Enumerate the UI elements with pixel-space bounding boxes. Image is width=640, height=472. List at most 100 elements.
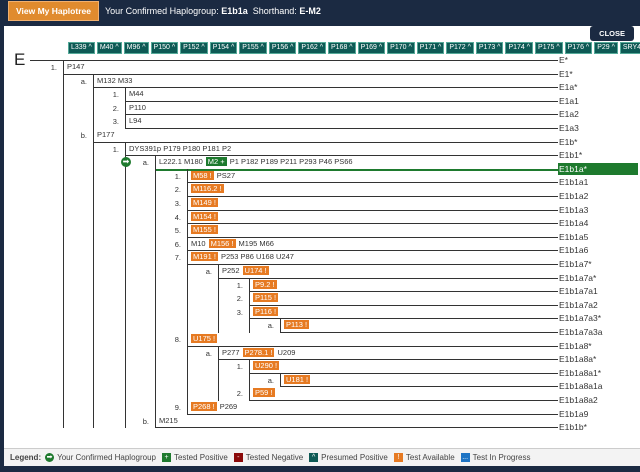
haplogroup-label[interactable]: E1b1a4 [559, 218, 589, 229]
haplogroup-label[interactable]: E1b1a8a* [559, 354, 597, 365]
haplogroup-label[interactable]: E1b1a9 [559, 408, 589, 419]
haplogroup-label[interactable]: E1b1a8* [559, 340, 592, 351]
haplogroup-label[interactable]: E1b1a7* [559, 259, 592, 269]
marker-test-available[interactable]: U175 ! [191, 334, 218, 343]
haplogroup-label[interactable]: E1b1a6 [559, 245, 589, 256]
tree-connector [187, 304, 188, 320]
marker-presumed-positive[interactable]: P170 ^ [387, 42, 415, 54]
tree-connector [63, 209, 64, 225]
haplogroup-label[interactable]: E1b1a8a1a [559, 381, 603, 392]
haplogroup-label[interactable]: E1b1a7a1 [559, 286, 598, 297]
marker-test-available[interactable]: M155 ! [191, 225, 218, 235]
haplogroup-label[interactable]: E1b1a5 [559, 231, 589, 242]
haplogroup-label[interactable]: E1b1a8a1* [559, 367, 602, 378]
tree-connector [63, 100, 64, 116]
haplogroup-label[interactable]: E1a2 [559, 109, 579, 120]
marker-presumed-positive[interactable]: P169 ^ [357, 42, 386, 54]
branch-markers: L222.1 M180 M2 + P1 P182 P189 P211 P293 P4… [159, 157, 353, 167]
marker-presumed-positive[interactable]: P156 ^ [268, 42, 297, 54]
marker-presumed-positive[interactable]: M40 ^ [96, 42, 122, 54]
haplogroup-label[interactable]: E1a1 [559, 95, 579, 106]
confirmed-haplogroup-icon: ➡ [121, 157, 131, 168]
haplogroup-label[interactable]: E1b1a1 [559, 177, 589, 188]
marker-presumed-positive[interactable]: M96 ^ [123, 42, 149, 54]
haplotree-panel[interactable]: CLOSE E L339 ^ M40 ^ M96 ^ P150 ^ P152 ^ P154… [4, 26, 640, 448]
marker-presumed-positive[interactable]: P154 ^ [209, 42, 238, 54]
haplogroup-label[interactable]: E* [559, 55, 568, 65]
haplogroup-label[interactable]: E1b* [559, 136, 578, 147]
tree-connector [93, 250, 94, 265]
marker-test-available[interactable]: U181 ! [284, 374, 311, 384]
marker-test-available[interactable]: M156 ! [208, 238, 236, 248]
marker-test-available[interactable]: P116 ! [253, 306, 279, 316]
branch-line [187, 264, 558, 265]
tree-connector [93, 304, 94, 320]
marker-presumed-positive[interactable]: P162 ^ [298, 42, 326, 54]
marker-test-available[interactable]: P59 ! [253, 388, 275, 398]
marker-presumed-positive[interactable]: P176 ^ [564, 42, 593, 54]
branch-markers: M154 ! [191, 211, 218, 221]
haplogroup-label[interactable]: E1a3 [559, 123, 579, 133]
marker-presumed-positive[interactable]: P173 ^ [475, 42, 504, 54]
view-my-haplotree-button[interactable]: View My Haplotree [8, 1, 99, 21]
haplogroup-label[interactable]: E1b1a8a2 [559, 395, 598, 405]
marker-test-available[interactable]: M116.2 ! [191, 184, 224, 194]
marker-test-available[interactable]: M154 ! [191, 211, 218, 221]
tree-connector [187, 291, 188, 306]
marker-test-available[interactable]: U290 ! [253, 361, 280, 371]
marker-presumed-positive[interactable]: L339 ^ [68, 42, 95, 54]
marker-presumed-positive[interactable]: SRY4064 ^ [619, 42, 640, 54]
marker-presumed-positive[interactable]: P175 ^ [535, 42, 563, 54]
tree-connector [155, 223, 156, 238]
haplogroup-label[interactable]: E1b1* [559, 150, 583, 161]
marker-test-available[interactable]: P9.2 ! [253, 279, 277, 289]
haplogroup-label[interactable]: E1b1a7a3* [559, 313, 602, 324]
marker-text: P269 [219, 402, 238, 411]
marker-test-available[interactable]: P268 ! [191, 402, 217, 411]
branch-line [63, 73, 558, 75]
marker-presumed-positive[interactable]: P150 ^ [150, 42, 179, 54]
marker-test-available[interactable]: M149 ! [191, 198, 218, 207]
marker-test-available[interactable]: P113 ! [284, 320, 310, 330]
haplogroup-label[interactable]: E1a* [559, 82, 578, 93]
haplogroup-label[interactable]: E1* [559, 68, 573, 79]
marker-presumed-positive[interactable]: P174 ^ [505, 42, 534, 54]
tree-connector [63, 87, 64, 102]
tree-connector [187, 372, 188, 388]
marker-text: P110 [129, 102, 146, 112]
haplogroup-label[interactable]: E1b1a2 [559, 191, 589, 201]
marker-presumed-positive[interactable]: P155 ^ [239, 42, 267, 54]
branch-markers: M10 M156 ! M195 M66 [191, 238, 274, 248]
tree-connector [187, 386, 188, 401]
tree-connector [125, 400, 126, 415]
marker-text: L94 [129, 116, 142, 126]
marker-presumed-positive[interactable]: P29 ^ [594, 42, 618, 54]
branch-number: a. [267, 375, 274, 385]
tree-connector [125, 413, 126, 429]
haplogroup-label[interactable]: E1b1a7a* [559, 272, 597, 283]
haplogroup-label[interactable]: E1b1a7a2 [559, 299, 598, 310]
marker-test-available[interactable]: U174 ! [242, 266, 269, 275]
marker-test-available[interactable]: M191 ! [191, 252, 218, 262]
haplogroup-label[interactable]: E1b1b* [559, 422, 587, 433]
marker-text: M132 M33 [97, 75, 133, 85]
branch-line [187, 345, 558, 347]
branch-markers: M132 M33 [97, 76, 132, 85]
marker-test-available[interactable]: P115 ! [253, 293, 279, 303]
tree-connector [63, 60, 64, 74]
marker-presumed-positive[interactable]: P172 ^ [446, 42, 474, 54]
haplogroup-label[interactable]: E1b1a7a3a [559, 327, 603, 337]
tree-connector [249, 372, 250, 388]
marker-presumed-positive[interactable]: P171 ^ [416, 42, 445, 54]
marker-test-available[interactable]: M58 ! [191, 170, 214, 180]
marker-text: PS27 [216, 170, 236, 180]
marker-tested-positive[interactable]: M2 + [205, 157, 227, 167]
haplogroup-label[interactable]: E1b1a* [558, 162, 638, 175]
tree-connector [63, 318, 64, 333]
haplogroup-label[interactable]: E1b1a3 [559, 204, 589, 215]
marker-presumed-positive[interactable]: P168 ^ [328, 42, 356, 54]
close-button[interactable]: CLOSE [590, 26, 634, 41]
marker-presumed-positive[interactable]: P152 ^ [180, 42, 208, 54]
branch-number: 6. [174, 239, 181, 249]
marker-test-available[interactable]: P278.1 ! [242, 347, 275, 357]
